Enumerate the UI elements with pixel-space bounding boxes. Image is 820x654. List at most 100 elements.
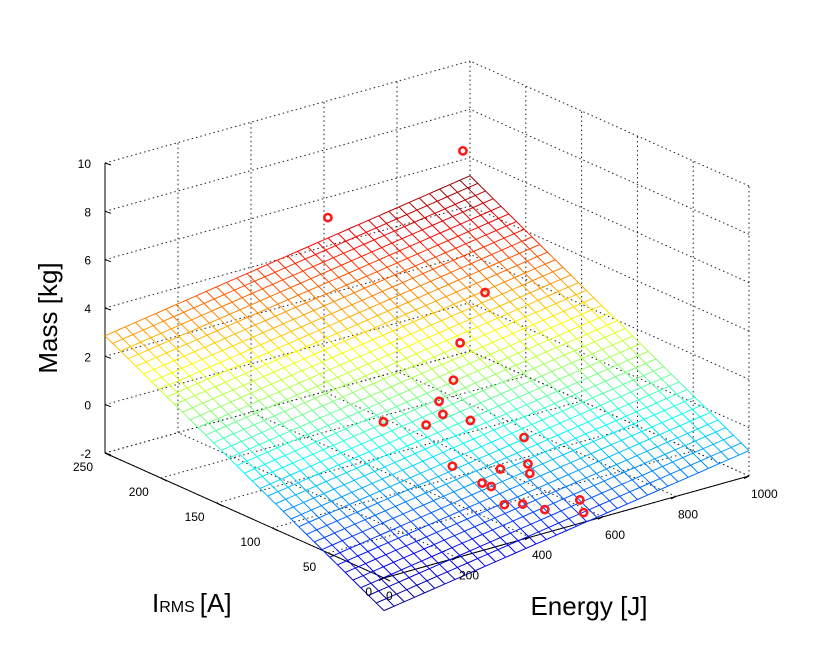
- surface-mesh-segment: [207, 422, 221, 435]
- surface-mesh-segment: [471, 307, 484, 320]
- surface-mesh-segment: [464, 343, 477, 356]
- surface-mesh-segment: [197, 376, 213, 384]
- surface-mesh-segment: [566, 523, 582, 532]
- surface-mesh-segment: [324, 537, 337, 550]
- surface-mesh-segment: [737, 438, 750, 451]
- surface-mesh-segment: [367, 544, 384, 552]
- data-point: [495, 464, 506, 474]
- surface-mesh-segment: [156, 329, 170, 342]
- surface-mesh-segment: [482, 549, 499, 557]
- surface-mesh-segment: [404, 385, 418, 399]
- surface-mesh-segment: [528, 348, 541, 361]
- surface-mesh-segment: [249, 420, 263, 433]
- surface-mesh-segment: [449, 365, 466, 373]
- surface-mesh-segment: [470, 406, 483, 420]
- surface-mesh-segment: [382, 515, 399, 524]
- surface-mesh-segment: [696, 456, 709, 469]
- surface-mesh-segment: [281, 394, 298, 403]
- surface-mesh-segment: [205, 405, 221, 414]
- surface-mesh-segment: [656, 417, 673, 426]
- z-tick-mark: [104, 355, 112, 359]
- surface-mesh-segment: [384, 510, 398, 523]
- surface-mesh-segment: [503, 374, 519, 383]
- surface-mesh-segment: [410, 305, 427, 313]
- surface-mesh-segment: [443, 352, 457, 365]
- surface-mesh-segment: [272, 277, 288, 285]
- surface-mesh-segment: [393, 490, 406, 503]
- surface-mesh-segment: [396, 399, 412, 407]
- surface-mesh-segment: [256, 384, 270, 397]
- surface-mesh-segment: [197, 420, 214, 428]
- surface-mesh-segment: [450, 531, 463, 544]
- surface-mesh-segment: [516, 258, 533, 266]
- surface-mesh-segment: [261, 316, 274, 329]
- surface-mesh-segment: [549, 376, 565, 385]
- surface-mesh-segment: [303, 285, 319, 294]
- surface-mesh-segment: [324, 321, 338, 334]
- surface-mesh-segment: [322, 405, 335, 418]
- surface-mesh-segment: [733, 450, 750, 458]
- surface-mesh-segment: [365, 303, 378, 316]
- surface-mesh-segment: [421, 553, 437, 562]
- surface-mesh-segment: [174, 375, 190, 384]
- surface-mesh-segment: [357, 317, 373, 325]
- surface-mesh-segment: [343, 296, 357, 309]
- surface-mesh-segment: [371, 367, 384, 380]
- surface-mesh-segment: [544, 523, 557, 536]
- surface-mesh-segment: [159, 360, 173, 374]
- surface-mesh-segment: [383, 603, 400, 612]
- surface-mesh-segment: [578, 326, 592, 339]
- surface-mesh-segment: [488, 403, 504, 411]
- surface-mesh-segment: [371, 222, 387, 231]
- surface-mesh-segment: [350, 375, 366, 384]
- surface-mesh-segment: [276, 475, 289, 488]
- surface-mesh-segment: [428, 495, 444, 504]
- surface-mesh-segment: [455, 247, 468, 261]
- surface-mesh-segment: [408, 195, 425, 203]
- x-tick-mark: [743, 475, 750, 479]
- surface-mesh-segment: [264, 291, 281, 300]
- surface-mesh-segment: [588, 436, 604, 445]
- surface-mesh-segment: [602, 464, 615, 477]
- surface-mesh-segment: [401, 231, 418, 240]
- surface-mesh-segment: [403, 385, 420, 393]
- surface-mesh-segment: [532, 317, 549, 326]
- surface-mesh-segment: [500, 509, 514, 522]
- surface-mesh-segment: [277, 259, 290, 273]
- surface-mesh-segment: [609, 312, 622, 326]
- surface-mesh-segment: [481, 302, 494, 315]
- surface-mesh-segment: [376, 595, 392, 604]
- surface-mesh-segment: [228, 450, 245, 459]
- surface-mesh-segment: [339, 249, 352, 262]
- surface-mesh-segment: [428, 524, 441, 537]
- surface-mesh-segment: [571, 311, 587, 320]
- z-tick-label: 10: [78, 157, 92, 171]
- surface-mesh-segment: [484, 450, 498, 463]
- surface-mesh-segment: [640, 358, 657, 367]
- data-point: [574, 495, 585, 505]
- surface-mesh-segment: [296, 466, 309, 479]
- surface-mesh-segment: [259, 300, 273, 313]
- surface-mesh-segment: [631, 435, 644, 448]
- surface-mesh-segment: [481, 439, 497, 448]
- surface-mesh-segment: [433, 305, 449, 314]
- surface-mesh-segment: [251, 451, 268, 460]
- surface-mesh-segment: [526, 441, 543, 450]
- surface-mesh-segment: [479, 351, 496, 360]
- surface-mesh-segment: [188, 302, 205, 311]
- surface-mesh-segment: [419, 444, 436, 452]
- surface-mesh-segment: [257, 327, 274, 336]
- data-point: [322, 212, 333, 223]
- surface-mesh-segment: [371, 244, 387, 253]
- surface-mesh-segment: [259, 481, 276, 489]
- surface-mesh-segment: [452, 216, 465, 229]
- surface-mesh-segment: [373, 398, 390, 407]
- surface-mesh-segment: [563, 326, 580, 334]
- surface-mesh-segment: [601, 349, 615, 362]
- surface-mesh-segment: [584, 505, 598, 518]
- surface-mesh-segment: [656, 373, 672, 382]
- surface-mesh-segment: [383, 559, 399, 568]
- surface-mesh-segment: [188, 331, 202, 344]
- surface-mesh-segment: [564, 413, 581, 422]
- surface-mesh-segment: [493, 429, 506, 442]
